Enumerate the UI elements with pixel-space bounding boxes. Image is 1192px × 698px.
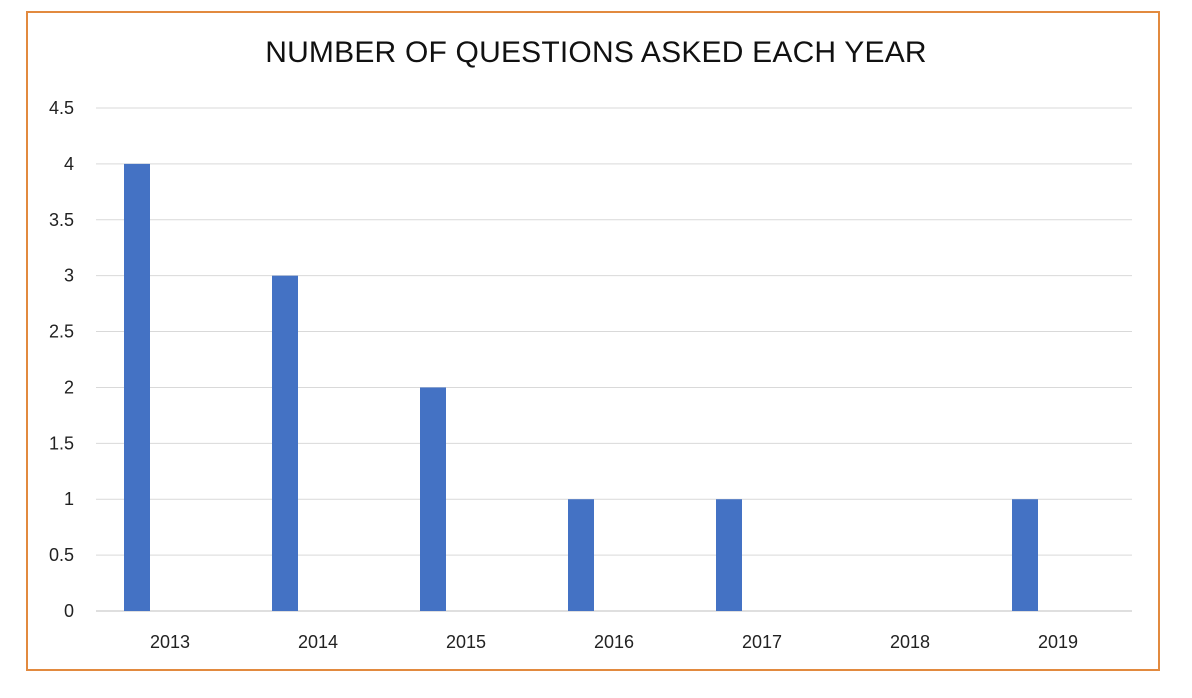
chart-title: NUMBER OF QUESTIONS ASKED EACH YEAR [265,36,927,69]
y-axis-ticks: 0 0.5 1 1.5 2 2.5 3 3.5 4 4.5 [49,98,74,621]
y-tick-label: 3.5 [49,210,74,230]
bar-2013 [124,163,150,611]
x-axis-ticks: 2013 2014 2015 2016 2017 2018 2019 [150,632,1078,652]
bar-2019 [1012,499,1038,611]
y-tick-label: 3 [64,266,74,286]
y-tick-label: 2.5 [49,322,74,342]
y-tick-label: 4 [64,154,74,174]
bars [124,163,1038,611]
bar-2017 [716,499,742,611]
x-tick-label: 2015 [446,632,486,652]
bar-2015 [420,387,446,611]
y-tick-label: 1 [64,489,74,509]
y-tick-label: 2 [64,377,74,397]
y-tick-label: 0 [64,601,74,621]
x-tick-label: 2016 [594,632,634,652]
y-tick-label: 1.5 [49,433,74,453]
y-tick-label: 0.5 [49,545,74,565]
x-tick-label: 2017 [742,632,782,652]
bar-2014 [272,275,298,611]
x-tick-label: 2013 [150,632,190,652]
x-tick-label: 2019 [1038,632,1078,652]
x-tick-label: 2018 [890,632,930,652]
gridlines [96,107,1132,612]
y-tick-label: 4.5 [49,98,74,118]
x-tick-label: 2014 [298,632,338,652]
bar-2016 [568,499,594,611]
